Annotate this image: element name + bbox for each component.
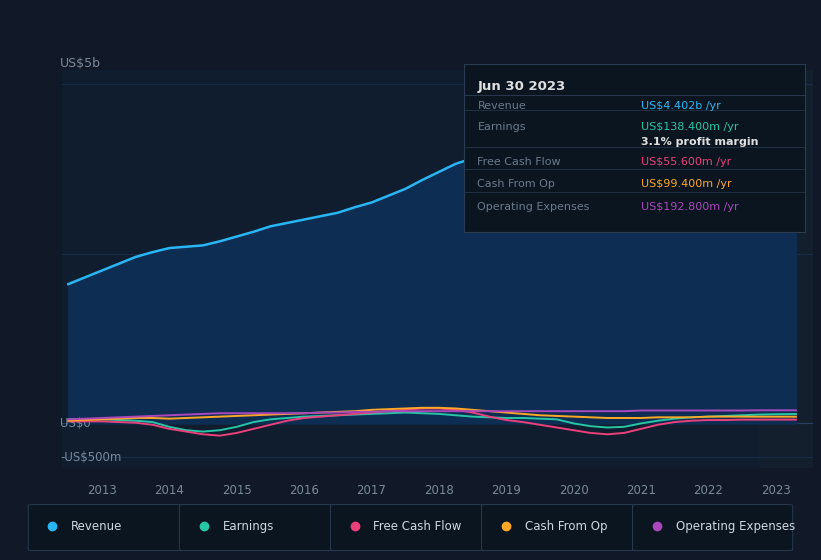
Text: Free Cash Flow: Free Cash Flow xyxy=(374,520,462,533)
Text: Earnings: Earnings xyxy=(478,122,526,132)
Text: US$192.800m /yr: US$192.800m /yr xyxy=(641,202,739,212)
Text: US$0: US$0 xyxy=(60,417,91,430)
Text: 2019: 2019 xyxy=(491,483,521,497)
Text: 2020: 2020 xyxy=(559,483,589,497)
Text: Revenue: Revenue xyxy=(478,101,526,111)
Text: 2014: 2014 xyxy=(154,483,184,497)
Text: 2023: 2023 xyxy=(761,483,791,497)
Text: 2018: 2018 xyxy=(424,483,454,497)
Text: US$4.402b /yr: US$4.402b /yr xyxy=(641,101,721,111)
Text: 2017: 2017 xyxy=(356,483,387,497)
Text: Cash From Op: Cash From Op xyxy=(525,520,607,533)
Text: US$55.600m /yr: US$55.600m /yr xyxy=(641,157,732,167)
Text: 2021: 2021 xyxy=(626,483,656,497)
Text: 2015: 2015 xyxy=(222,483,251,497)
Text: Revenue: Revenue xyxy=(71,520,122,533)
Text: Operating Expenses: Operating Expenses xyxy=(676,520,795,533)
Text: 2022: 2022 xyxy=(694,483,723,497)
Text: US$99.400m /yr: US$99.400m /yr xyxy=(641,179,732,189)
Text: Cash From Op: Cash From Op xyxy=(478,179,555,189)
Text: -US$500m: -US$500m xyxy=(60,451,122,464)
Text: 2013: 2013 xyxy=(87,483,117,497)
Text: Operating Expenses: Operating Expenses xyxy=(478,202,589,212)
Text: 3.1% profit margin: 3.1% profit margin xyxy=(641,137,759,147)
Bar xyxy=(759,70,813,468)
FancyBboxPatch shape xyxy=(632,505,793,550)
Text: 2016: 2016 xyxy=(289,483,319,497)
Text: Free Cash Flow: Free Cash Flow xyxy=(478,157,561,167)
Text: US$138.400m /yr: US$138.400m /yr xyxy=(641,122,739,132)
Text: Jun 30 2023: Jun 30 2023 xyxy=(478,80,566,92)
FancyBboxPatch shape xyxy=(179,505,340,550)
FancyBboxPatch shape xyxy=(330,505,491,550)
Text: US$5b: US$5b xyxy=(60,57,101,70)
Text: Earnings: Earnings xyxy=(222,520,273,533)
FancyBboxPatch shape xyxy=(28,505,189,550)
FancyBboxPatch shape xyxy=(481,505,642,550)
